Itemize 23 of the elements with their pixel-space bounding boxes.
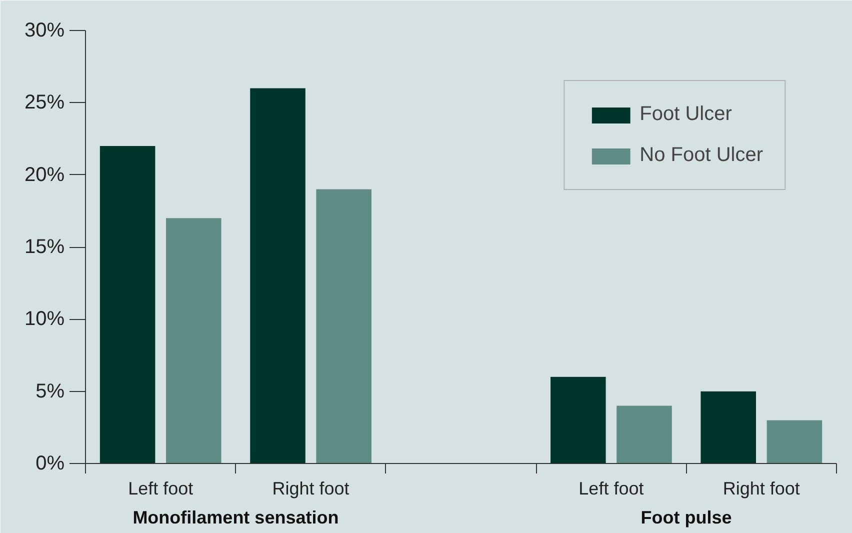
text: Monofilament sensation bbox=[132, 508, 339, 528]
y-tick-label: 15% bbox=[24, 236, 65, 258]
y-tick-label: 25% bbox=[24, 92, 65, 114]
y-tick-label: 10% bbox=[24, 308, 65, 330]
bar bbox=[616, 406, 672, 464]
x-tick-label: Right foot bbox=[272, 478, 350, 498]
y-tick-label: 5% bbox=[36, 380, 65, 402]
bar bbox=[100, 146, 156, 464]
legend-label: No Foot Ulcer bbox=[640, 144, 763, 167]
y-tick-label: 0% bbox=[36, 452, 65, 474]
bar bbox=[550, 376, 606, 464]
bar bbox=[700, 391, 756, 464]
x-tick-label: Left foot bbox=[578, 478, 644, 498]
bar bbox=[766, 420, 822, 464]
y-tick-label: 30% bbox=[24, 20, 65, 42]
text: Foot pulse bbox=[640, 508, 732, 528]
legend-label: Foot Ulcer bbox=[640, 103, 732, 126]
x-tick-label: Right foot bbox=[722, 478, 800, 498]
bar bbox=[166, 218, 222, 464]
bar bbox=[316, 189, 372, 464]
bar bbox=[250, 88, 306, 464]
x-tick-label: Left foot bbox=[128, 478, 194, 498]
y-tick-label: 20% bbox=[24, 164, 65, 186]
